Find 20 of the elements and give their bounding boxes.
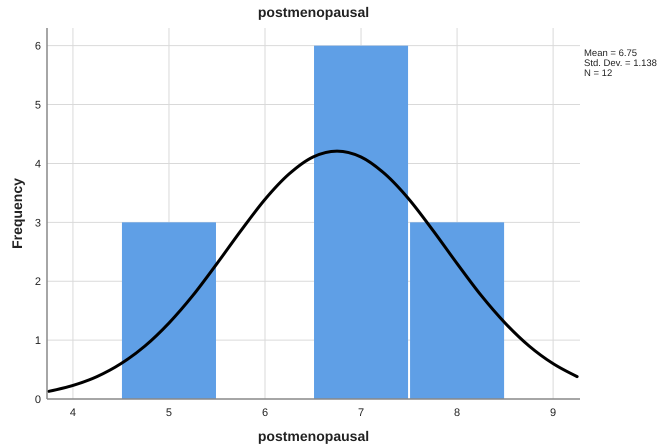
- chart-title: postmenopausal: [258, 4, 370, 20]
- x-tick-label: 9: [550, 407, 556, 419]
- x-axis-title: postmenopausal: [258, 428, 370, 444]
- y-tick-label: 4: [34, 158, 41, 170]
- x-tick-label: 7: [358, 407, 364, 419]
- x-tick-label: 5: [166, 407, 172, 419]
- y-tick-label: 5: [34, 100, 41, 112]
- y-axis-title: Frequency: [9, 178, 25, 249]
- x-tick-label: 6: [262, 407, 268, 419]
- text: Mean = 6.75: [584, 48, 638, 59]
- y-tick-label: 1: [34, 335, 41, 348]
- y-tick-label: 0: [34, 394, 41, 406]
- y-tick-label: 6: [34, 40, 41, 53]
- y-tick-label: 3: [34, 217, 41, 230]
- line-series: [47, 150, 579, 393]
- text: N = 12: [584, 68, 612, 79]
- x-tick-label: 8: [454, 407, 460, 419]
- text: Std. Dev. = 1.138: [584, 58, 657, 69]
- x-tick-label: 4: [70, 407, 76, 419]
- y-tick-label: 2: [34, 276, 41, 288]
